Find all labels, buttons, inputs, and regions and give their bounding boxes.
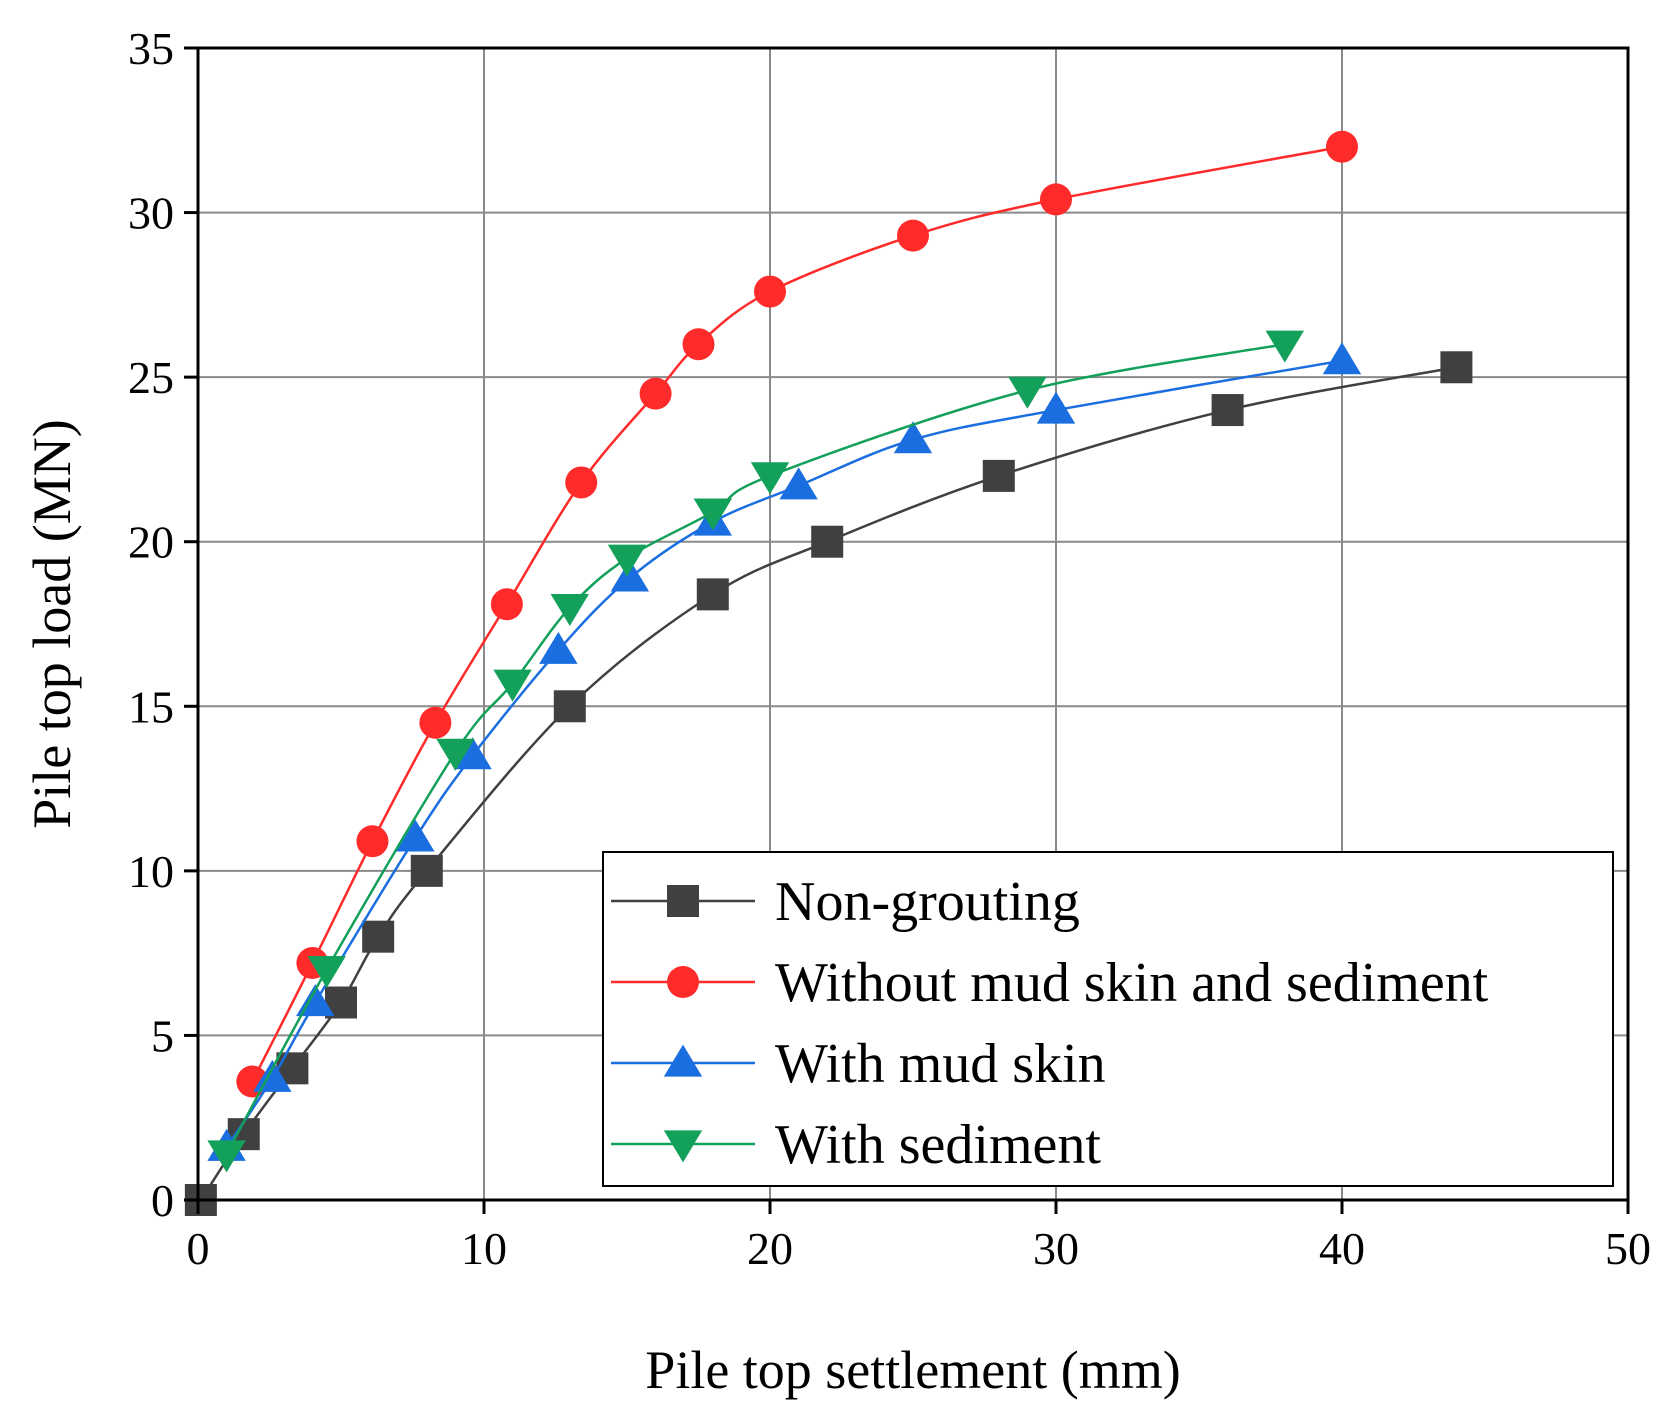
data-point [207, 1140, 246, 1173]
x-tick-label: 20 [747, 1223, 793, 1274]
x-tick-label: 40 [1319, 1223, 1365, 1274]
data-point [550, 593, 589, 626]
data-point [897, 219, 929, 252]
data-point [754, 275, 786, 308]
x-tick-label: 0 [187, 1223, 210, 1274]
plot-frame [196, 46, 1630, 1202]
legend-item: With mud skin [611, 1033, 1106, 1095]
x-tick-label: 30 [1033, 1223, 1079, 1274]
y-tick-label: 25 [128, 352, 174, 403]
legend-box [602, 851, 1614, 1187]
data-point [893, 421, 933, 454]
data-point [693, 498, 732, 531]
data-point [1008, 376, 1047, 409]
data-point [1211, 394, 1244, 427]
data-point [607, 544, 647, 577]
y-tick-label: 15 [128, 681, 174, 732]
data-point [565, 466, 598, 499]
y-tick-label: 10 [128, 846, 174, 897]
data-point [436, 738, 475, 771]
data-point [1440, 351, 1473, 384]
legend-label: With mud skin [775, 1033, 1106, 1095]
data-point [1265, 330, 1304, 363]
legend-marker [663, 1044, 703, 1077]
y-tick-label: 20 [128, 517, 174, 568]
series-2 [207, 342, 1362, 1161]
data-point [362, 920, 395, 953]
legend-marker [667, 885, 699, 917]
data-point [356, 825, 389, 858]
x-tick-label: 10 [461, 1223, 507, 1274]
legend-item: Without mud skin and sediment [611, 952, 1489, 1014]
data-point [493, 669, 532, 702]
legend-marker [663, 1130, 703, 1163]
data-point [639, 377, 672, 410]
data-point [396, 819, 435, 852]
y-tick-label: 5 [151, 1010, 174, 1061]
y-tick-label: 35 [128, 23, 174, 74]
data-point [682, 328, 715, 361]
legend-item: With sediment [611, 1114, 1101, 1176]
legend-item: Non-grouting [611, 871, 1080, 933]
axis-ticks: 0 10 20 30 40 50 0 5 10 15 20 25 30 35 [128, 23, 1651, 1274]
legend-marker [667, 966, 699, 998]
legend: Non-grouting Without mud skin and sedimen… [602, 851, 1614, 1187]
data-point [982, 459, 1015, 492]
data-point [750, 462, 790, 495]
data-point [539, 631, 578, 664]
data-point [610, 559, 650, 592]
data-point [779, 467, 818, 500]
data-point [307, 956, 346, 988]
data-point [553, 690, 586, 723]
legend-label: Without mud skin and sediment [775, 952, 1489, 1014]
data-point [811, 525, 844, 558]
data-point [696, 578, 729, 611]
y-axis-title: Pile top load (MN) [22, 419, 82, 828]
y-tick-label: 0 [151, 1175, 174, 1226]
data-point [1326, 130, 1358, 163]
data-point [410, 854, 443, 887]
legend-label: Non-grouting [775, 871, 1080, 933]
data-point [1322, 342, 1362, 375]
series-3 [207, 330, 1304, 1173]
x-tick-label: 50 [1605, 1223, 1651, 1274]
legend-label: With sediment [775, 1114, 1101, 1176]
data-point [490, 588, 523, 621]
y-tick-label: 30 [128, 188, 174, 239]
x-axis-title: Pile top settlement (mm) [645, 1340, 1180, 1400]
data-point [1040, 183, 1072, 216]
series-line [225, 342, 1286, 1155]
data-point [1036, 391, 1076, 424]
data-point [419, 706, 452, 739]
data-point [453, 737, 492, 770]
